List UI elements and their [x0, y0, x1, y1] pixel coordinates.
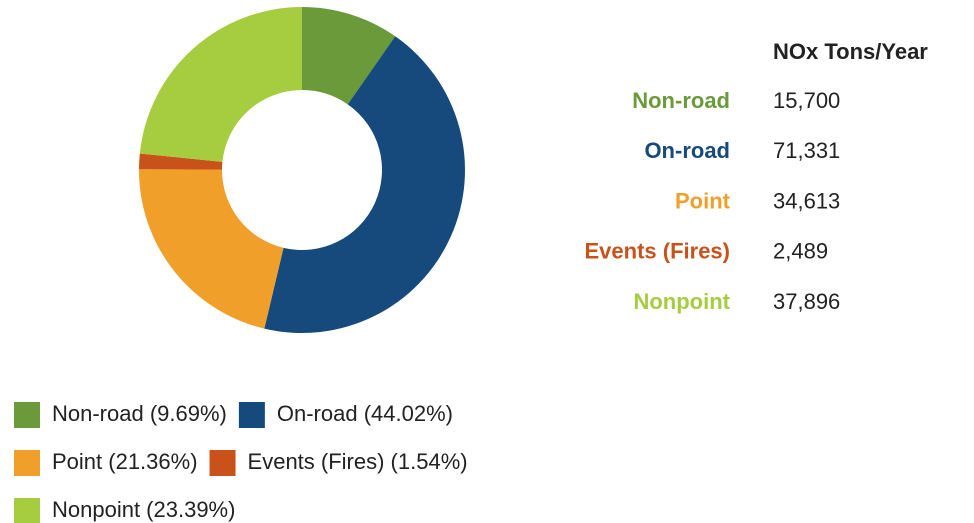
table-label: Events (Fires) [585, 239, 731, 264]
donut-segment [139, 153, 223, 170]
donut-segment [264, 36, 465, 334]
legend-label: Non-road (9.69%) [52, 401, 227, 426]
legend-label: Events (Fires) (1.54%) [248, 449, 468, 474]
table-label: Nonpoint [633, 289, 730, 314]
legend-label: Nonpoint (23.39%) [52, 497, 235, 522]
table-value: 34,613 [773, 188, 840, 213]
table-header: NOx Tons/Year [773, 39, 928, 64]
table-value: 15,700 [773, 88, 840, 113]
legend-swatch [238, 402, 265, 428]
table-value: 71,331 [773, 138, 840, 163]
legend-label: Point (21.36%) [52, 449, 198, 474]
donut-segment [302, 7, 396, 105]
table-label: On-road [644, 138, 730, 163]
legend-swatch [14, 498, 40, 523]
legend-label: On-road (44.02%) [277, 401, 453, 426]
table-value: 2,489 [773, 239, 828, 264]
donut-segment [139, 7, 302, 162]
legend-swatch [209, 450, 236, 476]
table-value: 37,896 [773, 289, 840, 314]
legend-swatch [14, 450, 40, 476]
donut-segment [138, 169, 284, 329]
table-label: Non-road [632, 88, 730, 113]
table-label: Point [675, 188, 731, 213]
legend-swatch [14, 402, 40, 428]
